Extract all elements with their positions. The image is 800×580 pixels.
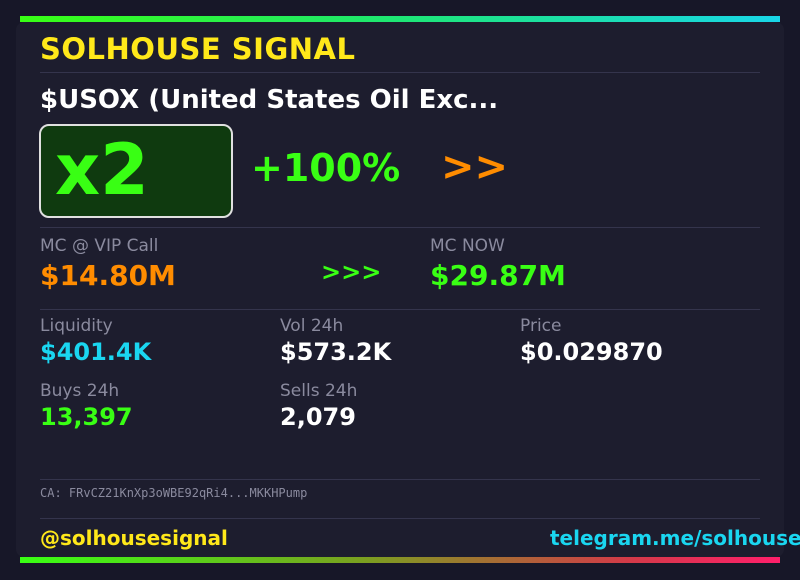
divider	[40, 479, 760, 480]
mc-arrows: >>>	[321, 258, 382, 286]
mc-now-value: $29.87M	[430, 259, 566, 292]
percent-change: +100%	[251, 146, 401, 190]
brand-title: SOLHOUSE SIGNAL	[40, 32, 356, 66]
divider	[40, 309, 760, 310]
volume-value: $573.2K	[280, 338, 392, 366]
mc-call-label: MC @ VIP Call	[40, 236, 159, 256]
gain-arrows: >>	[441, 144, 509, 190]
buys-value: 13,397	[40, 403, 133, 431]
mc-call-value: $14.80M	[40, 259, 176, 292]
telegram-link[interactable]: telegram.me/solhouse	[550, 526, 800, 550]
buys-label: Buys 24h	[40, 381, 120, 401]
sells-value: 2,079	[280, 403, 356, 431]
top-gradient-bar	[20, 16, 780, 22]
liquidity-label: Liquidity	[40, 316, 113, 336]
divider	[40, 72, 760, 73]
contract-address: CA: FRvCZ21KnXp3oWBE92qRi4...MKKHPump	[40, 486, 308, 500]
volume-label: Vol 24h	[280, 316, 344, 336]
signal-card	[16, 22, 784, 557]
liquidity-value: $401.4K	[40, 338, 152, 366]
multiplier-value: x2	[55, 129, 149, 211]
bottom-gradient-bar	[20, 557, 780, 563]
divider	[40, 518, 760, 519]
sells-label: Sells 24h	[280, 381, 358, 401]
price-value: $0.029870	[520, 338, 663, 366]
multiplier-badge: x2	[39, 124, 233, 218]
token-title: $USOX (United States Oil Exc...	[40, 85, 499, 115]
social-handle[interactable]: @solhousesignal	[40, 526, 228, 550]
divider	[40, 227, 760, 228]
price-label: Price	[520, 316, 562, 336]
mc-now-label: MC NOW	[430, 236, 505, 256]
